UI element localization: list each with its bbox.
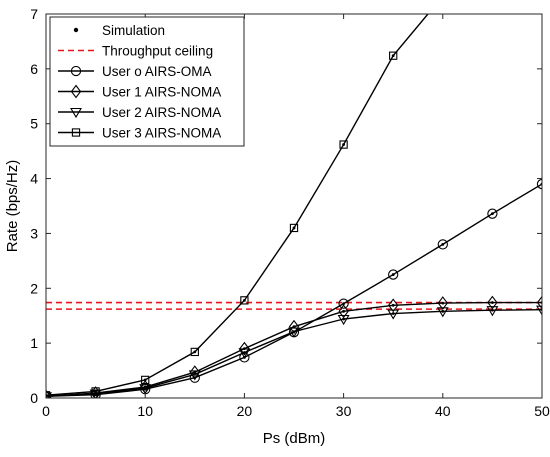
series-4-marker	[240, 296, 249, 305]
series-3-marker	[288, 327, 300, 338]
series-2-marker	[388, 298, 399, 313]
legend-entry-label: User 1 AIRS-NOMA	[102, 85, 221, 100]
simulation-point	[342, 309, 345, 313]
series-4-marker	[141, 375, 150, 385]
series-1-marker	[338, 298, 349, 309]
x-tick-label: 20	[237, 403, 253, 419]
series-2-marker	[189, 365, 200, 380]
simulation-point	[491, 308, 494, 312]
series-3-marker	[436, 307, 449, 318]
simulation-point	[243, 351, 246, 354]
series-4-marker	[91, 387, 100, 396]
y-tick-label: 4	[30, 171, 38, 187]
y-tick-label: 0	[30, 390, 38, 406]
series-3-marker	[238, 348, 251, 359]
y-tick-label: 6	[30, 61, 38, 77]
series-4-marker	[289, 223, 299, 233]
series-3	[46, 305, 542, 398]
simulation-point	[193, 350, 197, 354]
y-tick-label: 2	[30, 280, 38, 296]
series-2-marker	[338, 304, 349, 319]
simulation-point	[292, 226, 296, 230]
series-3-marker	[387, 309, 400, 320]
x-axis-title: Ps (dBm)	[263, 430, 326, 447]
simulation-point	[391, 54, 395, 58]
series-3-marker	[46, 392, 52, 398]
x-tick-label: 0	[42, 403, 50, 419]
series-3-marker	[188, 370, 201, 381]
series-layer	[46, 14, 542, 398]
legend-entry-label: User o AIRS-OMA	[102, 64, 212, 79]
simulation-point	[342, 302, 345, 306]
y-axis-title: Rate (bps/Hz)	[4, 160, 21, 253]
series-3-marker	[337, 314, 350, 326]
simulation-point	[391, 303, 395, 307]
series-2-marker	[536, 295, 542, 310]
legend-symbol-simulation	[73, 27, 79, 33]
series-1-marker	[487, 208, 498, 219]
simulation-point	[391, 273, 395, 276]
legend-symbol-marker	[70, 107, 82, 119]
series-2-marker	[437, 296, 448, 311]
series-4-marker	[389, 51, 398, 60]
series-1-marker	[437, 239, 448, 250]
x-tick-label: 50	[534, 403, 550, 419]
series-2-marker	[239, 341, 250, 356]
axes: 0 10 20 30 40 50 0 1 2 3 4 5 6 7	[30, 6, 550, 419]
simulation-point	[143, 386, 147, 390]
simulation-point	[292, 325, 296, 329]
legend-symbol-marker	[70, 65, 82, 77]
simulation-point	[193, 370, 197, 374]
legend-box	[49, 16, 245, 147]
legend-symbol-marker	[70, 84, 82, 99]
legend-entry-label: Simulation	[102, 23, 165, 38]
simulation-point	[491, 301, 494, 304]
simulation-point	[441, 301, 445, 305]
y-tick-label: 1	[30, 335, 38, 351]
series-3-marker	[139, 384, 152, 395]
simulation-point	[94, 392, 97, 396]
series-2-marker	[487, 295, 498, 310]
legend-entry-label: User 3 AIRS-NOMA	[102, 126, 221, 141]
simulation-point	[342, 317, 345, 321]
series-3-marker	[536, 305, 542, 316]
simulation-point	[143, 378, 147, 382]
series-1-marker	[536, 178, 542, 190]
legend: Simulation Throughput ceiling User o AIRS-…	[49, 16, 245, 147]
simulation-point	[391, 312, 395, 315]
simulation-point	[292, 330, 296, 334]
simulation-point	[342, 143, 345, 146]
series-4-marker	[190, 347, 199, 357]
legend-symbol-marker	[71, 128, 81, 137]
legend-entry-label: Throughput ceiling	[102, 44, 213, 59]
y-tick-label: 5	[30, 116, 38, 132]
simulation-point	[193, 373, 197, 376]
simulation-point	[441, 243, 445, 246]
simulation-point	[243, 298, 246, 302]
y-tick-label: 3	[30, 225, 38, 241]
legend-entry-label: User 2 AIRS-NOMA	[102, 105, 221, 120]
series-1-marker	[388, 269, 399, 280]
series-4-marker	[339, 140, 348, 149]
simulation-point	[441, 309, 445, 313]
x-tick-label: 40	[435, 403, 451, 419]
x-tick-label: 30	[336, 403, 352, 419]
y-tick-label: 7	[30, 6, 38, 22]
simulation-point	[491, 212, 494, 216]
x-tick-label: 10	[137, 403, 153, 419]
axes-box	[45, 13, 543, 399]
simulation-point	[94, 390, 97, 393]
series-3-marker	[486, 306, 499, 317]
